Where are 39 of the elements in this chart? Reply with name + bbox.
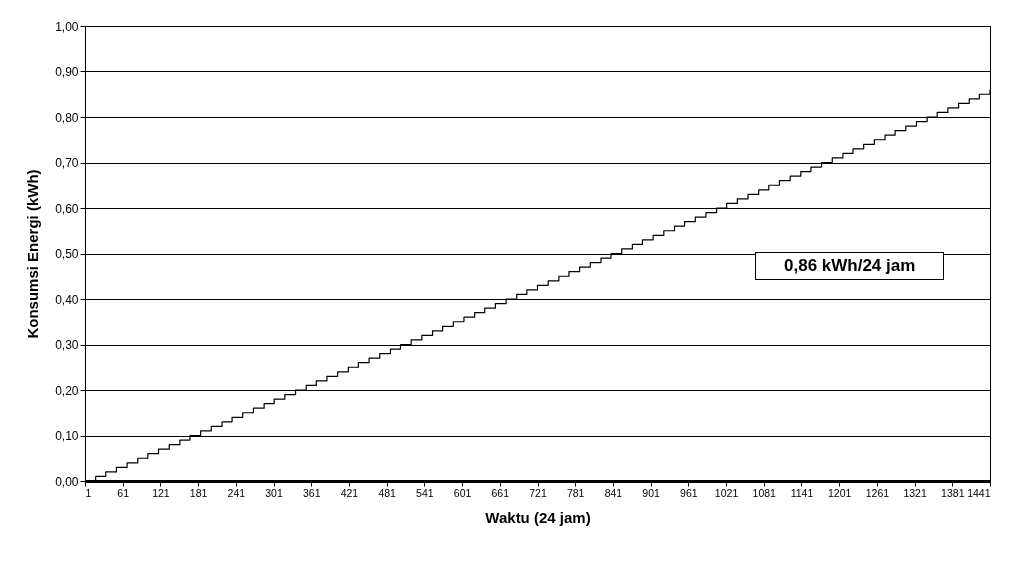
y-tick-label: 0,20 — [55, 383, 79, 398]
y-tick-label: 0,00 — [55, 474, 79, 489]
x-tick-label: 1201 — [827, 486, 852, 499]
x-tick-label: 1441 — [967, 486, 991, 499]
y-tick-label: 0,50 — [55, 247, 79, 261]
y-axis-title: Konsumsi Energi (kWh) — [24, 169, 42, 339]
x-tick-label: 1321 — [903, 486, 927, 499]
y-tick-label: 0,40 — [55, 292, 79, 307]
x-tick-label: 781 — [566, 486, 585, 499]
x-tick-label: 1081 — [752, 486, 777, 499]
x-tick-label: 241 — [227, 486, 246, 499]
x-tick-label: 601 — [453, 486, 472, 499]
x-tick-label: 841 — [604, 486, 623, 499]
y-tick-label: 0,90 — [55, 65, 79, 79]
note-box: 0,86 kWh/24 jam — [755, 252, 945, 280]
y-tick-label: 0,70 — [55, 156, 79, 170]
x-tick-label: 61 — [117, 486, 130, 499]
y-tick-label: 0,60 — [55, 201, 79, 216]
x-tick-label: 1261 — [865, 486, 890, 499]
x-tick-label: 481 — [378, 486, 397, 499]
x-tick-label: 301 — [265, 486, 283, 499]
x-axis-title: Waktu (24 jam) — [485, 509, 591, 526]
x-tick-label: 121 — [152, 486, 170, 499]
y-tick-label: 0,80 — [55, 110, 79, 125]
x-tick-label: 1141 — [790, 486, 814, 499]
x-tick-label: 721 — [529, 486, 547, 499]
x-tick-label: 1021 — [714, 486, 739, 499]
x-tick-label: 181 — [189, 486, 208, 499]
y-tick-label: 1,00 — [55, 19, 79, 34]
x-tick-label: 901 — [642, 486, 661, 499]
x-tick-label: 1 — [85, 486, 92, 499]
x-tick-label: 1381 — [941, 486, 965, 499]
y-tick-label: 0,10 — [55, 429, 79, 443]
y-tick-label: 0,30 — [55, 338, 79, 352]
x-tick-label: 961 — [680, 486, 698, 499]
x-tick-label: 361 — [302, 486, 321, 499]
x-tick-label: 541 — [416, 486, 434, 499]
x-tick-label: 421 — [340, 486, 359, 499]
x-tick-label: 661 — [491, 486, 510, 499]
